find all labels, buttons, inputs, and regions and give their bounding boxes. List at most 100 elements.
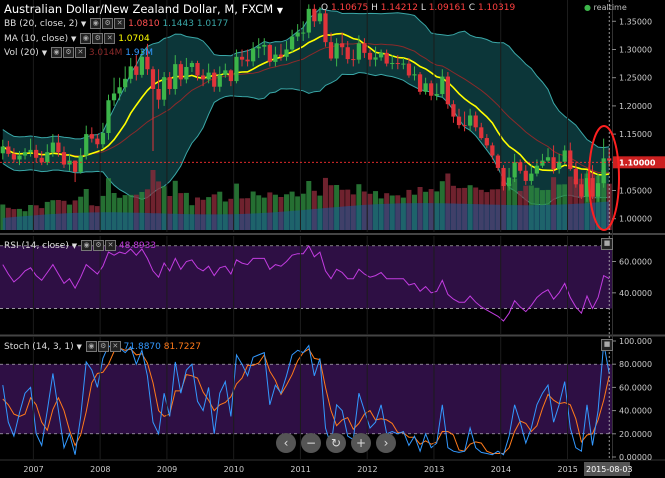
candle-body[interactable] (184, 66, 189, 80)
bb-visibility-icon[interactable]: ◉ (90, 18, 102, 29)
candle-body[interactable] (412, 74, 417, 76)
candle-body[interactable] (468, 115, 473, 126)
candle-body[interactable] (484, 138, 489, 146)
candle-body[interactable] (239, 56, 245, 60)
candle-body[interactable] (473, 115, 478, 128)
vol-settings-icon[interactable]: ⚙ (62, 47, 74, 58)
candle-body[interactable] (111, 93, 117, 101)
candle-body[interactable] (45, 152, 50, 163)
candle-body[interactable] (228, 70, 234, 82)
candle-body[interactable] (39, 157, 44, 163)
candle-body[interactable] (245, 59, 250, 62)
vol-dropdown-icon[interactable]: ▼ (41, 49, 48, 57)
candle-body[interactable] (378, 52, 384, 58)
candle-body[interactable] (72, 160, 78, 172)
candle-body[interactable] (56, 142, 61, 153)
candle-body[interactable] (545, 157, 551, 161)
candle-body[interactable] (134, 66, 139, 75)
candle-body[interactable] (150, 69, 156, 89)
candle-body[interactable] (362, 43, 367, 53)
candle-body[interactable] (100, 132, 106, 145)
vol-visibility-icon[interactable]: ◉ (50, 47, 62, 58)
candle-body[interactable] (334, 43, 339, 59)
candle-body[interactable] (206, 72, 211, 80)
candle-body[interactable] (356, 43, 361, 60)
symbol-title[interactable]: Australian Dollar/New Zealand Dollar, M,… (4, 2, 274, 16)
candle-body[interactable] (456, 116, 462, 126)
candle-body[interactable] (50, 142, 55, 153)
candle-body[interactable] (167, 77, 172, 89)
candle-body[interactable] (434, 94, 439, 96)
symbol-dropdown-icon[interactable]: ▼ (276, 6, 283, 15)
bb-label[interactable]: BB (20, close, 2) (4, 19, 79, 29)
candle-body[interactable] (234, 56, 239, 82)
candle-body[interactable] (262, 44, 267, 47)
candle-body[interactable] (590, 178, 595, 197)
candle-body[interactable] (479, 127, 484, 139)
candle-body[interactable] (128, 66, 133, 79)
candle-body[interactable] (579, 184, 584, 197)
candle-body[interactable] (328, 42, 334, 59)
pane-maximize-icon[interactable]: ■ (601, 238, 613, 250)
candle-body[interactable] (423, 83, 428, 92)
candle-body[interactable] (373, 57, 378, 60)
candle-body[interactable] (273, 54, 278, 62)
candle-body[interactable] (406, 63, 412, 76)
candle-body[interactable] (284, 49, 289, 57)
candle-body[interactable] (301, 32, 306, 34)
candle-body[interactable] (323, 13, 328, 43)
candle-body[interactable] (22, 152, 28, 156)
zoom-out-button[interactable]: − (301, 433, 321, 453)
bb-dropdown-icon[interactable]: ▼ (80, 20, 87, 28)
candle-body[interactable] (568, 150, 573, 170)
vol-close-icon[interactable]: ✕ (74, 47, 86, 58)
candle-body[interactable] (384, 52, 389, 64)
vol-label[interactable]: Vol (20) (4, 48, 39, 58)
rsi-visibility-icon[interactable]: ◉ (81, 240, 92, 251)
candle-body[interactable] (0, 146, 5, 154)
candle-body[interactable] (178, 64, 183, 80)
candle-body[interactable] (6, 146, 11, 154)
ma-label[interactable]: MA (10, close) (4, 34, 69, 44)
candle-body[interactable] (189, 63, 195, 67)
candle-body[interactable] (84, 134, 89, 156)
candle-body[interactable] (551, 157, 556, 170)
rsi-close-icon[interactable]: ✕ (105, 240, 116, 251)
candle-body[interactable] (540, 160, 545, 166)
candle-body[interactable] (440, 76, 445, 95)
candle-body[interactable] (462, 125, 467, 127)
candle-body[interactable] (523, 170, 528, 181)
candle-body[interactable] (123, 78, 128, 88)
candle-body[interactable] (351, 59, 356, 61)
annotation-ellipse[interactable] (588, 125, 620, 231)
reset-chart-button[interactable]: ↻ (326, 433, 346, 453)
candle-body[interactable] (306, 8, 311, 33)
bb-close-icon[interactable]: ✕ (114, 18, 126, 29)
candle-body[interactable] (251, 48, 256, 62)
candle-body[interactable] (395, 63, 400, 65)
candle-body[interactable] (289, 36, 295, 50)
stoch-settings-icon[interactable]: ⚙ (97, 341, 109, 352)
stoch-close-icon[interactable]: ✕ (109, 341, 121, 352)
candle-body[interactable] (212, 72, 217, 87)
candle-body[interactable] (417, 74, 423, 92)
rsi-label[interactable]: RSI (14, close) (4, 241, 69, 251)
candle-body[interactable] (584, 178, 590, 197)
candle-body[interactable] (445, 76, 450, 105)
ma-dropdown-icon[interactable]: ▼ (71, 35, 77, 43)
candle-body[interactable] (200, 75, 206, 80)
candle-body[interactable] (312, 8, 317, 22)
candle-body[interactable] (156, 88, 161, 100)
stoch-label[interactable]: Stoch (14, 3, 1) (4, 342, 74, 352)
candle-body[interactable] (451, 104, 456, 117)
candle-body[interactable] (223, 70, 228, 75)
stoch-visibility-icon[interactable]: ◉ (85, 341, 97, 352)
ma-settings-icon[interactable]: ⚙ (92, 33, 104, 44)
candle-body[interactable] (506, 177, 512, 186)
ma-visibility-icon[interactable]: ◉ (80, 33, 92, 44)
bb-settings-icon[interactable]: ⚙ (102, 18, 114, 29)
candle-body[interactable] (557, 161, 562, 170)
candle-body[interactable] (34, 149, 39, 158)
candle-body[interactable] (495, 155, 501, 168)
